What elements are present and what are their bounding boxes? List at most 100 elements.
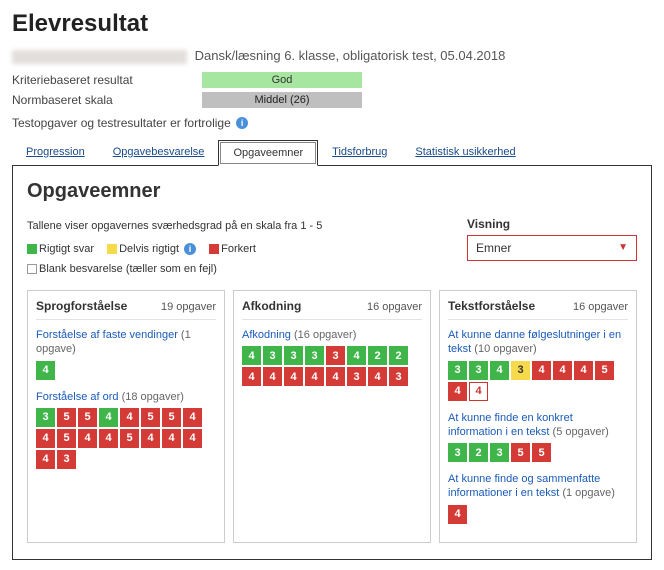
difficulty-cell[interactable]: 5 [120,429,139,448]
info-icon[interactable]: i [184,243,196,255]
group-title[interactable]: Forståelse af faste vendinger (1 opgave) [36,328,216,357]
difficulty-cell[interactable]: 3 [490,443,509,462]
difficulty-cell[interactable]: 4 [36,450,55,469]
difficulty-cell[interactable]: 5 [57,408,76,427]
difficulty-cell[interactable]: 4 [36,429,55,448]
legend-left: Tallene viser opgavernes sværhedsgrad på… [27,217,467,280]
group-count: (16 opgaver) [291,329,356,341]
task-group: At kunne danne følgeslutninger i en teks… [448,328,628,401]
group-title[interactable]: At kunne danne følgeslutninger i en teks… [448,328,628,357]
tab-statistisk[interactable]: Statistisk usikkerhed [401,140,529,165]
group-count: (18 opgaver) [119,391,184,403]
difficulty-cell[interactable]: 3 [469,361,488,380]
result-column: Afkodning16 opgaverAfkodning (16 opgaver… [233,290,431,543]
difficulty-cell[interactable]: 3 [347,367,366,386]
tabs: Progression Opgavebesvarelse Opgaveemner… [12,140,652,166]
result-column: Sprogforståelse 19 opgaver Forståelse af f… [27,290,225,543]
columns-container: Sprogforståelse 19 opgaver Forståelse af f… [27,290,637,543]
visning-label: Visning [467,217,637,231]
difficulty-cell[interactable]: 5 [141,408,160,427]
group-title[interactable]: Afkodning (16 opgaver) [242,328,422,342]
legend-blank: Blank besvarelse (tæller som en fejl) [27,263,217,275]
group-title[interactable]: Forståelse af ord (18 opgaver) [36,390,216,404]
legend-items: Rigtigt svar Delvis rigtigt i Forkert Bl… [27,240,467,280]
column-title: Sprogforståelse [36,299,127,313]
difficulty-cell[interactable]: 2 [389,346,408,365]
difficulty-cell[interactable]: 5 [78,408,97,427]
difficulty-cell[interactable]: 4 [326,367,345,386]
difficulty-cell[interactable]: 3 [263,346,282,365]
chevron-down-icon: ▼ [618,242,628,253]
tab-opgaveemner[interactable]: Opgaveemner [218,140,318,166]
tab-tidsforbrug[interactable]: Tidsforbrug [318,140,401,165]
kriterie-label: Kriteriebaseret resultat [12,73,202,87]
group-count: (10 opgaver) [471,343,536,355]
cells-row: 32355 [448,443,628,462]
difficulty-cell[interactable]: 5 [57,429,76,448]
difficulty-cell[interactable]: 3 [36,408,55,427]
difficulty-cell[interactable]: 4 [305,367,324,386]
result-column: Tekstforståelse16 opgaverAt kunne danne … [439,290,637,543]
column-count: 16 opgaver [367,301,422,313]
column-header: Afkodning16 opgaver [242,299,422,320]
task-group: Afkodning (16 opgaver)4333342244444343 [242,328,422,386]
difficulty-cell[interactable]: 4 [99,408,118,427]
kriterie-badge: God [202,72,362,88]
group-link[interactable]: Forståelse af ord [36,391,119,403]
difficulty-cell[interactable]: 3 [326,346,345,365]
difficulty-cell[interactable]: 5 [511,443,530,462]
difficulty-cell[interactable]: 4 [284,367,303,386]
test-description: Dansk/læsning 6. klasse, obligatorisk te… [195,48,506,63]
difficulty-cell[interactable]: 3 [305,346,324,365]
difficulty-cell[interactable]: 4 [242,367,261,386]
difficulty-cell[interactable]: 4 [242,346,261,365]
difficulty-cell[interactable]: 4 [36,361,55,380]
difficulty-cell[interactable]: 4 [574,361,593,380]
difficulty-cell[interactable]: 4 [553,361,572,380]
tab-progression[interactable]: Progression [12,140,99,165]
kriterie-row: Kriteriebaseret resultat God [12,72,652,88]
group-count: (5 opgaver) [550,426,609,438]
group-title[interactable]: At kunne finde en konkret information i … [448,411,628,440]
difficulty-cell[interactable]: 2 [469,443,488,462]
task-group: At kunne finde og sammenfatte informatio… [448,472,628,524]
difficulty-cell[interactable]: 5 [162,408,181,427]
difficulty-cell[interactable]: 2 [368,346,387,365]
confidential-text: Testopgaver og testresultater er fortrol… [12,116,231,130]
difficulty-cell[interactable]: 4 [78,429,97,448]
difficulty-cell[interactable]: 4 [347,346,366,365]
difficulty-cell[interactable]: 4 [490,361,509,380]
difficulty-cell[interactable]: 4 [469,382,488,401]
info-icon[interactable]: i [236,117,248,129]
square-red-icon [209,244,219,254]
panel-opgaveemner: Opgaveemner Tallene viser opgavernes svæ… [12,166,652,560]
difficulty-cell[interactable]: 3 [511,361,530,380]
difficulty-cell[interactable]: 4 [448,382,467,401]
difficulty-cell[interactable]: 3 [389,367,408,386]
group-link[interactable]: Forståelse af faste vendinger [36,329,178,341]
difficulty-cell[interactable]: 4 [141,429,160,448]
visning-select[interactable]: Emner ▼ [467,235,637,261]
group-title[interactable]: At kunne finde og sammenfatte informatio… [448,472,628,501]
difficulty-cell[interactable]: 4 [183,429,202,448]
legend-correct: Rigtigt svar [27,243,94,255]
group-link[interactable]: Afkodning [242,329,291,341]
difficulty-cell[interactable]: 4 [448,505,467,524]
column-count: 19 opgaver [161,301,216,313]
tab-opgavebesvarelse[interactable]: Opgavebesvarelse [99,140,219,165]
difficulty-cell[interactable]: 4 [368,367,387,386]
difficulty-cell[interactable]: 4 [532,361,551,380]
cells-row: 4 [36,361,216,380]
difficulty-cell[interactable]: 4 [120,408,139,427]
difficulty-cell[interactable]: 3 [448,361,467,380]
difficulty-cell[interactable]: 4 [183,408,202,427]
scale-description: Tallene viser opgavernes sværhedsgrad på… [27,217,467,237]
difficulty-cell[interactable]: 4 [99,429,118,448]
difficulty-cell[interactable]: 3 [448,443,467,462]
difficulty-cell[interactable]: 4 [263,367,282,386]
difficulty-cell[interactable]: 5 [532,443,551,462]
difficulty-cell[interactable]: 4 [162,429,181,448]
difficulty-cell[interactable]: 3 [284,346,303,365]
difficulty-cell[interactable]: 5 [595,361,614,380]
difficulty-cell[interactable]: 3 [57,450,76,469]
